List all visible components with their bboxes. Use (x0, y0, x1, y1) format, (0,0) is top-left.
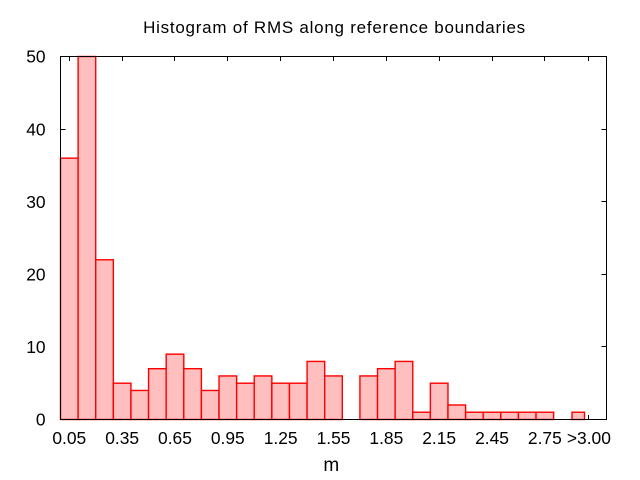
svg-text:m: m (323, 455, 339, 476)
svg-text:2.75: 2.75 (528, 428, 562, 448)
svg-text:1.85: 1.85 (369, 428, 403, 448)
svg-text:2.45: 2.45 (475, 428, 509, 448)
svg-text:1.55: 1.55 (317, 428, 351, 448)
svg-text:30: 30 (26, 192, 45, 212)
svg-text:0: 0 (36, 410, 46, 430)
svg-text:50: 50 (26, 47, 45, 67)
svg-text:1.25: 1.25 (264, 428, 298, 448)
svg-text:0.95: 0.95 (211, 428, 245, 448)
svg-text:0.05: 0.05 (52, 428, 86, 448)
svg-text:2.15: 2.15 (422, 428, 456, 448)
svg-text:Histogram of RMS along referen: Histogram of RMS along reference boundar… (143, 18, 526, 37)
svg-text:10: 10 (26, 337, 45, 357)
svg-text:0.65: 0.65 (158, 428, 192, 448)
svg-text:20: 20 (26, 265, 45, 285)
svg-text:40: 40 (26, 119, 45, 139)
svg-text:0.35: 0.35 (105, 428, 139, 448)
svg-text:>3.00: >3.00 (567, 428, 611, 448)
